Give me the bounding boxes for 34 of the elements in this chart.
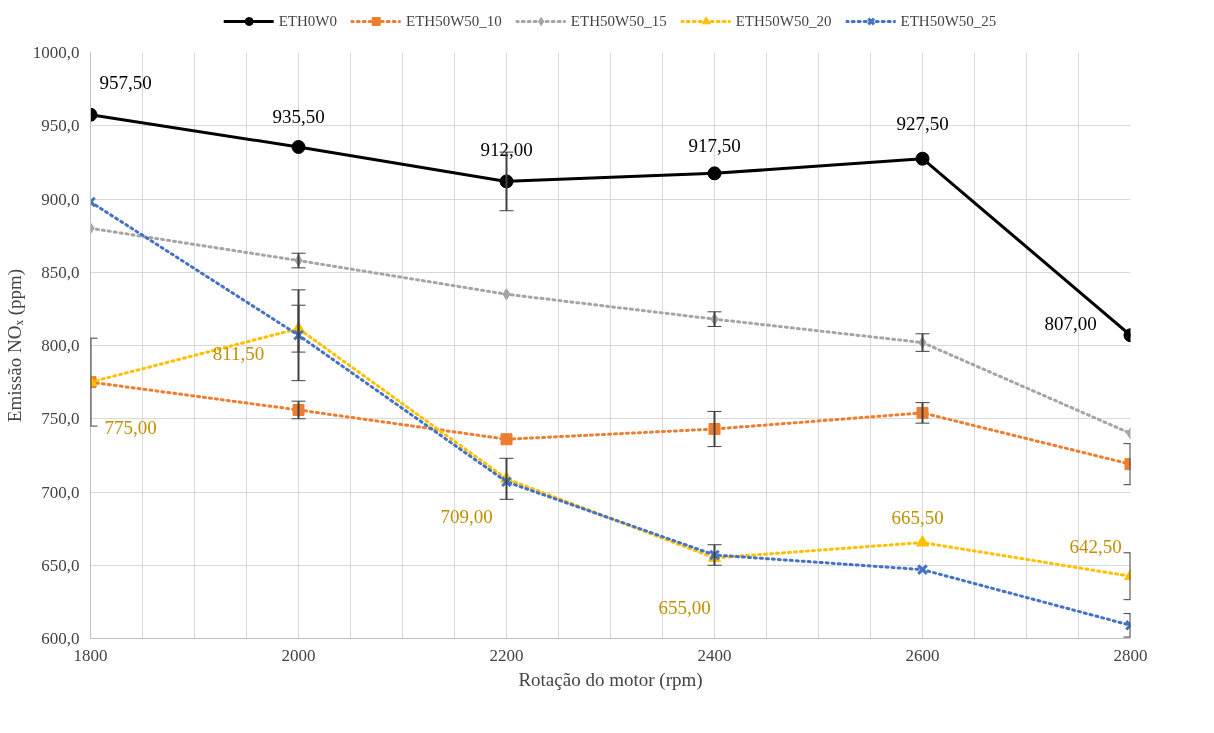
y-tick-label: 800,0 (41, 336, 80, 355)
x-tick-label: 2000 (281, 645, 316, 665)
legend-label: ETH50W50_15 (570, 12, 667, 30)
data-label: 957,50 (99, 72, 152, 94)
data-label: 807,00 (1044, 312, 1097, 334)
data-label: 811,50 (212, 343, 265, 365)
data-label: 917,50 (688, 134, 741, 156)
x-tick-label: 2400 (697, 645, 732, 665)
data-label: 935,50 (272, 106, 325, 128)
data-label: 665,50 (891, 507, 944, 529)
data-label: 642,50 (1069, 535, 1122, 557)
y-tick-label: 700,0 (41, 482, 80, 502)
y-tick-label: 750,0 (41, 409, 80, 429)
y-tick-label: 1000,0 (32, 43, 80, 62)
y-tick-label: 600,0 (41, 629, 80, 648)
data-label: 775,00 (104, 416, 157, 438)
legend-label: ETH50W50_20 (735, 12, 832, 30)
y-axis-title: Emissão NOₓ (ppm) (3, 268, 26, 423)
data-label: 927,50 (896, 113, 949, 135)
x-tick-label: 1800 (73, 645, 108, 665)
legend-label: ETH0W0 (278, 12, 338, 30)
data-label: 709,00 (440, 506, 493, 528)
data-label: 655,00 (658, 597, 711, 619)
y-tick-label: 850,0 (41, 262, 80, 282)
legend-label: ETH50W50_25 (900, 12, 997, 30)
x-tick-label: 2600 (905, 645, 940, 665)
y-tick-label: 950,0 (41, 116, 80, 136)
legend-label: ETH50W50_10 (406, 12, 502, 30)
x-tick-label: 2800 (1113, 645, 1148, 665)
y-tick-label: 900,0 (41, 189, 80, 209)
data-label: 912,00 (480, 138, 533, 160)
x-tick-label: 2200 (489, 645, 524, 665)
y-tick-label: 650,0 (41, 555, 80, 575)
x-axis-title: Rotação do motor (rpm) (518, 668, 703, 691)
